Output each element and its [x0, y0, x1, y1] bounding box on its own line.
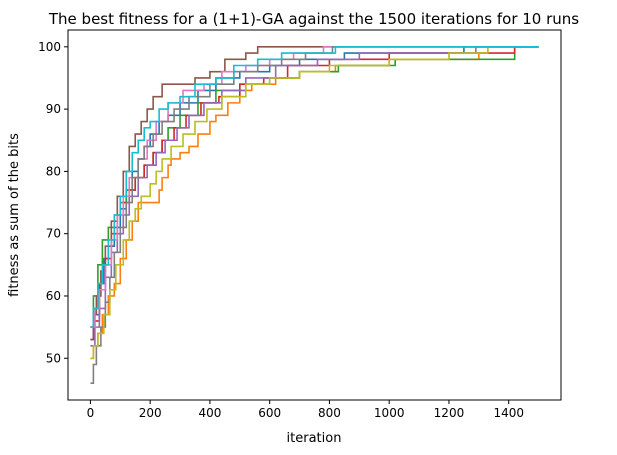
x-tick-label: 600 [258, 406, 281, 420]
series-line-3 [90, 46, 539, 328]
y-tick-label: 80 [46, 164, 61, 178]
x-tick-label: 1200 [434, 406, 465, 420]
y-tick-label: 90 [46, 102, 61, 116]
series-line-1 [90, 46, 539, 328]
series-line-7 [90, 46, 539, 328]
series-line-2 [90, 46, 539, 360]
y-axis: 50 60 70 80 90 100 [38, 40, 68, 365]
x-axis: 0 200 400 600 800 1000 1200 1400 [87, 400, 524, 420]
series-line-4 [90, 46, 539, 341]
x-tick-label: 1000 [374, 406, 405, 420]
x-tick-label: 400 [198, 406, 221, 420]
axes-frame [67, 29, 562, 401]
y-axis-label: fitness as sum of the bits [7, 133, 22, 297]
series-line-5 [90, 46, 539, 347]
plot-area [90, 46, 539, 384]
y-tick-label: 60 [46, 289, 61, 303]
y-tick-label: 100 [38, 40, 61, 54]
x-tick-label: 0 [87, 406, 95, 420]
y-tick-label: 50 [46, 351, 61, 365]
y-tick-label: 70 [46, 227, 61, 241]
x-tick-label: 800 [318, 406, 341, 420]
x-axis-label: iteration [287, 431, 342, 446]
series-line-6 [90, 46, 539, 341]
x-tick-label: 200 [139, 406, 162, 420]
series-line-8 [90, 46, 539, 384]
series-line-10 [90, 46, 539, 328]
x-tick-label: 1400 [493, 406, 524, 420]
series-line-9 [90, 46, 539, 360]
chart-title: The best fitness for a (1+1)-GA against … [48, 10, 579, 28]
